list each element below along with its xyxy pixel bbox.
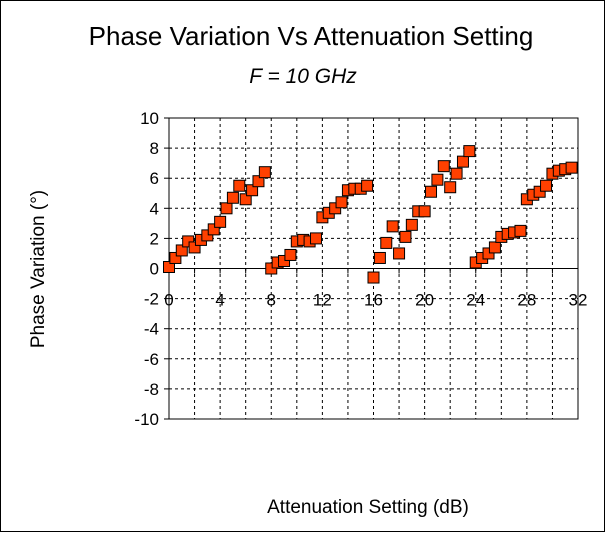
data-point [405, 218, 418, 231]
data-point [239, 193, 252, 206]
data-point [482, 247, 495, 260]
data-point [278, 254, 291, 267]
chart-subtitle: F = 10 GHz [249, 65, 357, 88]
data-point [425, 185, 438, 198]
data-point [258, 166, 271, 179]
y-tick-label: -8 [144, 380, 159, 399]
data-points [163, 145, 578, 284]
data-point [380, 236, 393, 249]
x-tick-label: 12 [313, 291, 332, 310]
data-point [246, 184, 259, 197]
data-point [233, 179, 246, 192]
grid-lines [164, 117, 579, 420]
data-point [367, 271, 380, 284]
data-point [463, 145, 476, 158]
data-point [393, 247, 406, 260]
data-point [169, 251, 182, 264]
data-point [565, 161, 578, 174]
data-point [201, 229, 214, 242]
data-point [361, 179, 374, 192]
data-point [163, 260, 175, 273]
y-tick-label: -6 [144, 350, 159, 369]
y-tick-label: -4 [144, 320, 159, 339]
data-point [226, 191, 239, 204]
data-point [252, 175, 265, 188]
data-point [533, 185, 546, 198]
data-point [431, 173, 444, 186]
data-point [386, 220, 399, 233]
data-point [284, 248, 297, 261]
y-tick-label: 8 [150, 139, 159, 158]
data-point [488, 241, 501, 254]
y-tick-label: 6 [150, 169, 159, 188]
data-point [188, 241, 201, 254]
data-point [373, 251, 386, 264]
data-point [399, 230, 412, 243]
data-point [175, 244, 188, 257]
data-point [265, 262, 278, 275]
data-point [220, 202, 233, 215]
data-point [450, 167, 463, 180]
y-tick-label: 2 [150, 229, 159, 248]
data-point [437, 160, 450, 173]
y-tick-label: 4 [150, 199, 159, 218]
data-point [207, 223, 220, 236]
chart-title: Phase Variation Vs Attenuation Setting [89, 21, 534, 51]
data-point [444, 181, 457, 194]
x-tick-label: 24 [466, 291, 485, 310]
y-axis-label: Phase Variation (°) [28, 190, 49, 348]
data-point [182, 235, 195, 248]
data-point [418, 205, 431, 218]
x-axis-label: Attenuation Setting (dB) [267, 497, 469, 518]
x-tick-label: 8 [267, 291, 276, 310]
x-tick-label: 20 [415, 291, 434, 310]
x-tick-label: 32 [569, 291, 588, 310]
x-tick-label: 4 [215, 291, 224, 310]
data-point [335, 196, 348, 209]
y-tick-label: -10 [134, 410, 159, 429]
data-point [514, 224, 527, 237]
data-point [329, 202, 342, 215]
x-tick-label: 16 [364, 291, 383, 310]
data-point [456, 155, 469, 168]
y-tick-label: -2 [144, 290, 159, 309]
data-point [309, 232, 322, 245]
data-point [214, 215, 227, 228]
y-tick-label: 10 [140, 109, 159, 128]
y-tick-label: 0 [150, 260, 159, 279]
x-tick-label: 0 [164, 291, 173, 310]
x-tick-label: 28 [517, 291, 536, 310]
data-point [540, 179, 553, 192]
